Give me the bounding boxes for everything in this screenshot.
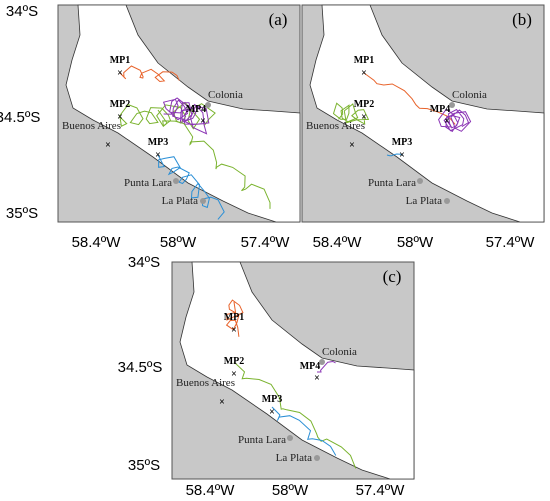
place-mark: × bbox=[361, 112, 367, 123]
place-label: La Plata bbox=[406, 195, 442, 207]
panel-label: (c) bbox=[383, 267, 402, 286]
place-label: MP3 bbox=[392, 137, 413, 148]
place-label: La Plata bbox=[276, 452, 312, 464]
place-label: MP3 bbox=[148, 137, 169, 148]
trajectory bbox=[233, 361, 357, 469]
place-label: Buenos Aires bbox=[306, 120, 365, 132]
lat-label: 35ºS bbox=[128, 457, 160, 474]
lon-label: 57.4ºW bbox=[486, 234, 536, 251]
place-mark: × bbox=[314, 373, 320, 384]
water bbox=[65, 4, 301, 223]
place-label: MP1 bbox=[110, 55, 131, 66]
place-label: Colonia bbox=[322, 346, 357, 358]
place-label: MP1 bbox=[354, 55, 375, 66]
place-mark: × bbox=[231, 325, 237, 336]
place-mark: × bbox=[155, 150, 161, 161]
place-mark bbox=[287, 435, 293, 441]
place-label: Colonia bbox=[208, 89, 243, 101]
place-label: MP2 bbox=[224, 356, 245, 367]
lon-label: 58.4ºW bbox=[313, 234, 363, 251]
place-mark: × bbox=[444, 116, 450, 127]
trajectory bbox=[438, 108, 472, 133]
trajectory bbox=[271, 406, 337, 456]
trajectory bbox=[162, 97, 210, 135]
trajectory bbox=[386, 153, 404, 157]
trajectory bbox=[332, 102, 370, 125]
place-mark: × bbox=[200, 116, 206, 127]
lat-label: 34.5ºS bbox=[118, 359, 163, 376]
place-mark bbox=[205, 102, 211, 108]
water bbox=[309, 4, 545, 223]
trajectory bbox=[157, 154, 225, 220]
place-label: MP2 bbox=[354, 99, 375, 110]
place-label: Punta Lara bbox=[238, 434, 286, 446]
place-mark bbox=[449, 102, 455, 108]
trajectory bbox=[317, 360, 336, 373]
place-mark: × bbox=[269, 407, 275, 418]
place-label: Colonia bbox=[452, 89, 487, 101]
place-mark bbox=[444, 198, 450, 204]
place-mark bbox=[319, 359, 325, 365]
place-label: MP2 bbox=[110, 99, 131, 110]
place-mark: × bbox=[219, 397, 225, 408]
place-mark: × bbox=[117, 112, 123, 123]
lon-label: 58.4ºW bbox=[186, 482, 236, 499]
lat-label: 34.5ºS bbox=[0, 109, 40, 126]
lon-label: 57.4ºW bbox=[241, 234, 291, 251]
trajectory bbox=[363, 72, 456, 125]
place-mark bbox=[417, 178, 423, 184]
place-label: Buenos Aires bbox=[176, 377, 235, 389]
place-label: MP4 bbox=[300, 361, 321, 372]
lon-label: 57.4ºW bbox=[356, 482, 406, 499]
place-mark: × bbox=[105, 140, 111, 151]
place-mark: × bbox=[361, 68, 367, 79]
lat-label: 34ºS bbox=[128, 254, 160, 271]
panel-label: (a) bbox=[269, 10, 288, 29]
panel-label: (b) bbox=[512, 10, 532, 29]
place-mark: × bbox=[399, 150, 405, 161]
trajectory bbox=[157, 109, 271, 209]
place-mark bbox=[200, 198, 206, 204]
place-label: Punta Lara bbox=[124, 177, 172, 189]
lon-label: 58ºW bbox=[272, 482, 309, 499]
place-mark: × bbox=[349, 140, 355, 151]
trajectory bbox=[225, 299, 244, 337]
place-label: MP4 bbox=[430, 104, 451, 115]
place-label: Punta Lara bbox=[368, 177, 416, 189]
place-label: MP1 bbox=[224, 312, 245, 323]
place-label: Buenos Aires bbox=[62, 120, 121, 132]
place-label: MP4 bbox=[186, 104, 207, 115]
place-label: La Plata bbox=[162, 195, 198, 207]
trajectory bbox=[119, 65, 180, 83]
lon-label: 58ºW bbox=[397, 234, 434, 251]
place-mark bbox=[173, 178, 179, 184]
lat-label: 35ºS bbox=[6, 205, 38, 222]
lon-label: 58.4ºW bbox=[72, 234, 122, 251]
place-label: MP3 bbox=[262, 394, 283, 405]
place-mark: × bbox=[231, 369, 237, 380]
lat-label: 34ºS bbox=[6, 3, 38, 20]
place-mark: × bbox=[117, 68, 123, 79]
lon-label: 58ºW bbox=[160, 234, 197, 251]
place-mark bbox=[314, 455, 320, 461]
